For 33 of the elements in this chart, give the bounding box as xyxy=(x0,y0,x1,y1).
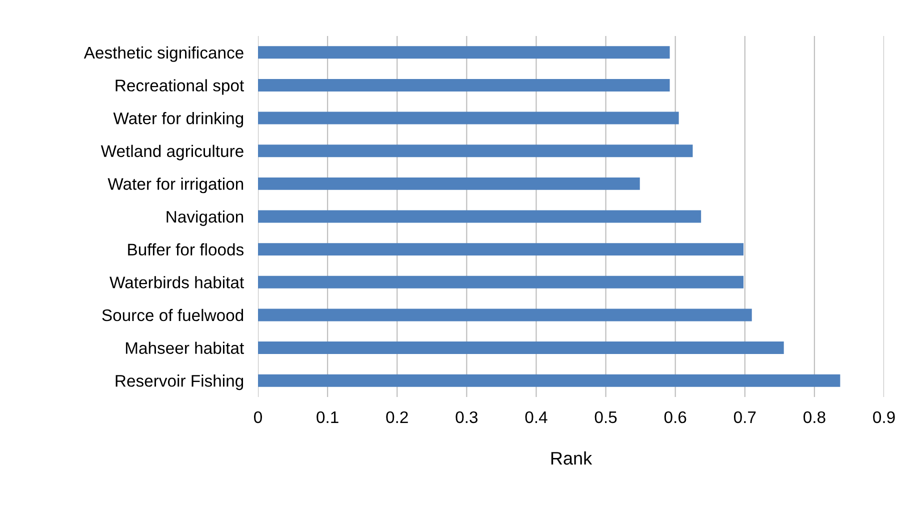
y-tick-label: Aesthetic significance xyxy=(84,46,244,62)
x-tick-label: 0.1 xyxy=(316,411,338,424)
y-tick-label: Water for irrigation xyxy=(108,178,244,194)
bar xyxy=(258,243,744,256)
bar xyxy=(258,342,784,354)
y-tick-label: Wetland agriculture xyxy=(100,144,244,160)
x-tick-label: 0.2 xyxy=(386,411,408,424)
y-tick-label: Buffer for floods xyxy=(128,243,244,256)
x-tick-label: 0.5 xyxy=(594,411,617,424)
bar xyxy=(258,308,752,322)
y-tick-label: Recreational spot xyxy=(116,79,244,95)
bar xyxy=(258,46,670,59)
bar xyxy=(258,210,702,223)
y-tick-label: Navigation xyxy=(166,210,244,226)
x-tick-label: 0.7 xyxy=(734,411,756,424)
y-tick-label: Reservoir Fishing xyxy=(116,374,244,390)
y-tick-label: Waterbirds habitat xyxy=(110,276,244,288)
x-tick-label: 0.3 xyxy=(456,411,478,424)
x-tick-label: 0.6 xyxy=(664,411,686,424)
bar xyxy=(258,144,693,158)
bar xyxy=(258,112,679,124)
y-tick-label: Source of fuelwood xyxy=(102,308,244,322)
x-tick-label: 0.9 xyxy=(873,411,895,424)
bar xyxy=(258,374,840,387)
x-tick-label: 0 xyxy=(254,411,262,424)
y-tick-label: Water for drinking xyxy=(113,112,244,128)
x-tick-label: 0.8 xyxy=(804,411,826,424)
x-tick-label: 0.4 xyxy=(525,411,548,424)
bar xyxy=(258,276,744,288)
x-axis-title: Rank xyxy=(551,451,592,465)
bar xyxy=(258,177,640,190)
y-tick-label: Mahseer habitat xyxy=(126,342,244,354)
bar xyxy=(258,78,670,92)
